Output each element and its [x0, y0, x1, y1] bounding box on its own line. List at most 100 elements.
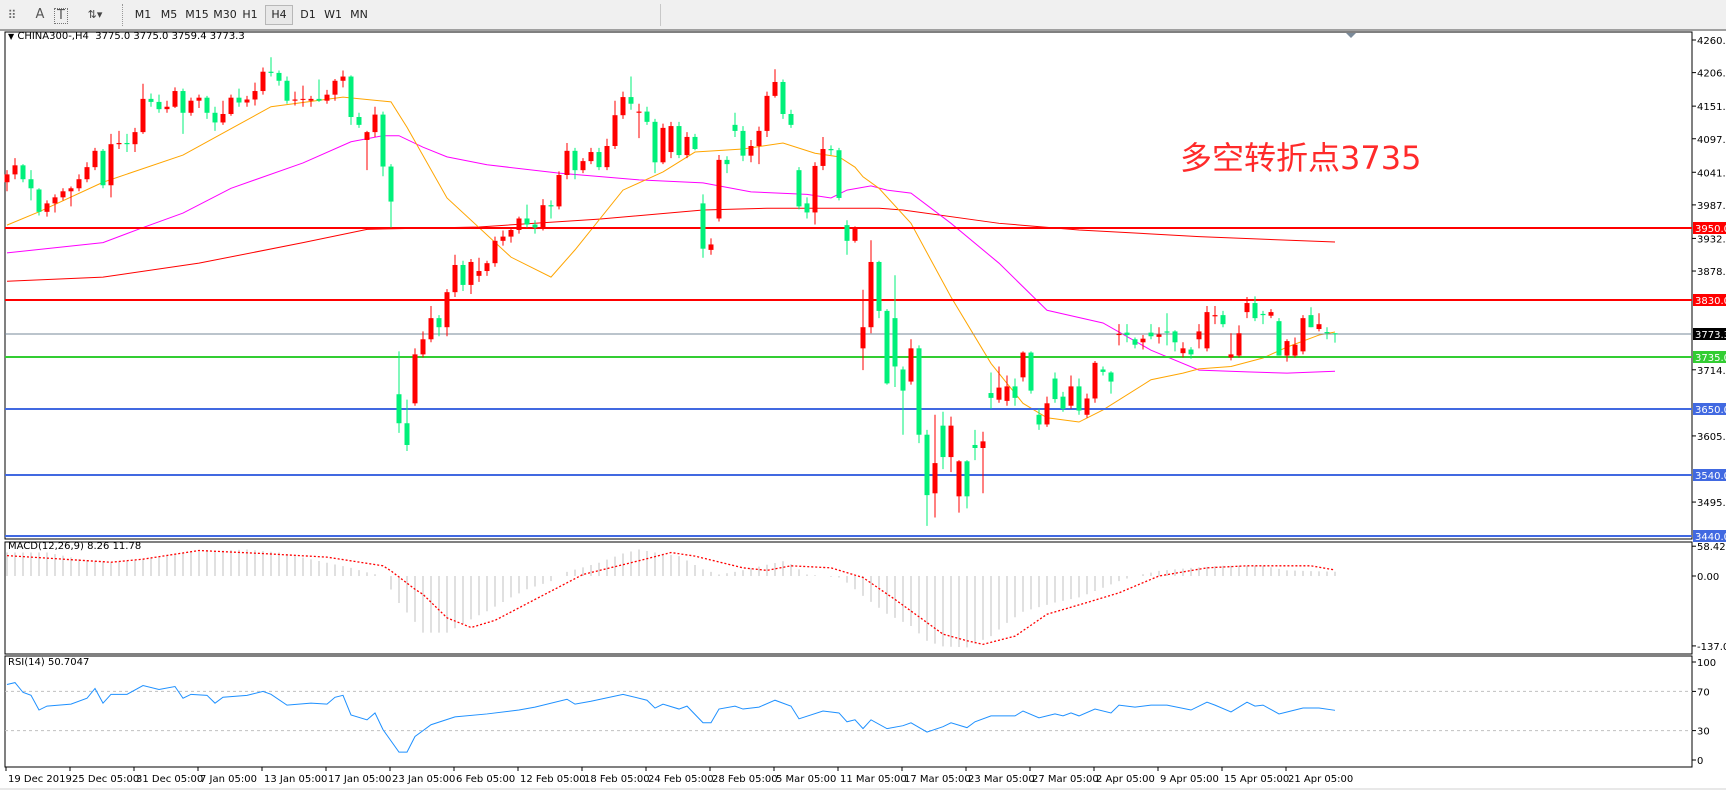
symbol-header[interactable]: ▼ CHINA300-,H4 3775.0 3775.0 3759.4 3773… — [8, 31, 245, 42]
candle — [996, 366, 1002, 403]
text-label-icon[interactable]: T — [54, 8, 68, 24]
timeframe-m15-button[interactable]: M15 — [185, 8, 209, 21]
candle — [124, 133, 130, 153]
candle-body — [116, 142, 122, 145]
candle — [1252, 296, 1258, 322]
candle-body — [284, 80, 290, 101]
date-label: 25 Dec 05:00 — [72, 774, 139, 785]
candle — [1324, 327, 1330, 340]
timeframe-m5-button[interactable]: M5 — [160, 8, 178, 21]
timeframe-h4-button[interactable]: H4 — [265, 5, 293, 25]
candle-body — [124, 142, 130, 145]
candle-body — [20, 165, 26, 180]
candle — [820, 136, 826, 171]
candle — [292, 91, 298, 106]
level-price-box — [1693, 222, 1726, 234]
candle — [748, 139, 754, 163]
candle — [52, 194, 58, 213]
level-price-label: 3540.0 — [1695, 471, 1726, 482]
candle-body — [788, 113, 794, 125]
grid-font-icon[interactable]: ⠿ — [7, 8, 17, 22]
text-icon[interactable]: A — [35, 7, 45, 22]
candle-body — [1268, 312, 1274, 316]
candle — [164, 100, 170, 113]
candle — [1052, 372, 1058, 403]
timeframe-d1-button[interactable]: D1 — [300, 8, 316, 21]
candle — [540, 199, 546, 231]
candle — [300, 85, 306, 107]
candle-body — [516, 218, 522, 230]
candle — [68, 186, 74, 207]
candle — [596, 147, 602, 171]
candle — [1036, 408, 1042, 430]
candle-body — [1300, 318, 1306, 352]
date-label: 23 Jan 05:00 — [392, 774, 455, 785]
candle-body — [628, 97, 634, 104]
candle — [916, 345, 922, 444]
timeframe-w1-button[interactable]: W1 — [324, 8, 342, 21]
candle — [388, 164, 394, 228]
candle — [644, 106, 650, 125]
candle-body — [724, 159, 730, 165]
candle — [100, 149, 106, 189]
timeframe-h1-button[interactable]: H1 — [242, 8, 258, 21]
candle — [140, 83, 146, 134]
candle-body — [1220, 315, 1226, 325]
level-price-box — [1693, 294, 1726, 306]
candle-body — [1124, 332, 1130, 336]
candle — [732, 112, 738, 137]
candle-body — [1260, 313, 1266, 316]
candle — [772, 69, 778, 98]
candle — [188, 97, 194, 116]
candle-body — [1212, 315, 1218, 317]
candle-body — [940, 425, 946, 458]
arrows-icon[interactable]: ⇅▾ — [87, 8, 103, 21]
candle-body — [420, 339, 426, 355]
timeframe-m30-button[interactable]: M30 — [213, 8, 237, 21]
main-panel-frame — [4, 31, 1693, 540]
candle — [860, 289, 866, 371]
candle — [1060, 391, 1066, 412]
candle-body — [68, 188, 74, 192]
candle — [876, 260, 882, 319]
candle-body — [1236, 333, 1242, 356]
candle — [228, 94, 234, 116]
candle-body — [508, 229, 514, 237]
macd-label: MACD(12,26,9) 8.26 11.78 — [8, 541, 142, 552]
candle — [1108, 371, 1114, 394]
symbol-ohlc: CHINA300-,H4 3775.0 3775.0 3759.4 3773.3 — [17, 31, 245, 42]
candle — [1132, 337, 1138, 349]
candle — [660, 123, 666, 165]
candle — [564, 142, 570, 180]
candle — [892, 275, 898, 387]
macd-tick-label: 58.42 — [1697, 542, 1726, 553]
candle-body — [1028, 352, 1034, 391]
collapse-triangle-icon[interactable]: ▼ — [8, 32, 15, 41]
candle — [980, 431, 986, 494]
date-label: 19 Dec 2019 — [8, 774, 72, 785]
candle-body — [972, 444, 978, 449]
candle-body — [572, 150, 578, 171]
date-label: 23 Mar 05:00 — [968, 774, 1035, 785]
candle-body — [644, 111, 650, 122]
level-price-label: 3950.0 — [1695, 224, 1726, 235]
candle — [508, 227, 514, 243]
candle — [84, 162, 90, 183]
candle-body — [764, 95, 770, 131]
candle-body — [884, 310, 890, 384]
timeframe-m1-button[interactable]: M1 — [134, 8, 152, 21]
date-label: 18 Feb 05:00 — [584, 774, 650, 785]
timeframe-mn-button[interactable]: MN — [350, 8, 368, 21]
candle — [1028, 351, 1034, 394]
candle-body — [932, 463, 938, 494]
candle-body — [148, 98, 154, 102]
candle — [684, 132, 690, 159]
candle-body — [636, 111, 642, 113]
candle — [836, 147, 842, 201]
candle — [1228, 333, 1234, 361]
candle — [924, 429, 930, 526]
candle — [956, 460, 962, 513]
candle-body — [620, 97, 626, 116]
candle-body — [1292, 344, 1298, 356]
